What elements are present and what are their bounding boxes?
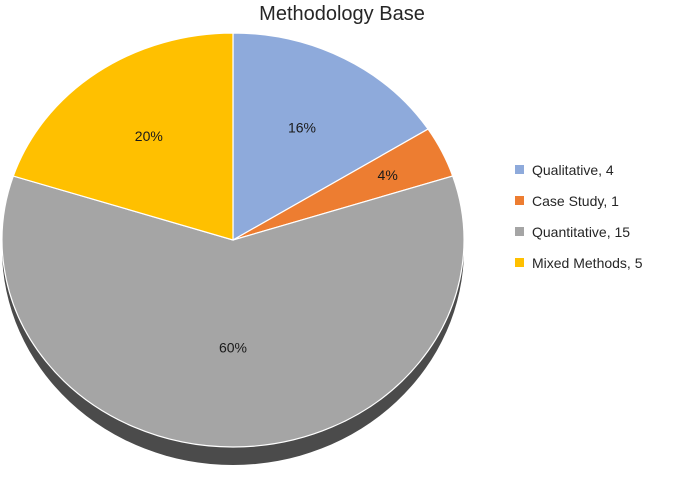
legend-label-quantitative: Quantitative, 15 bbox=[532, 224, 630, 240]
chart-title: Methodology Base bbox=[259, 3, 425, 25]
legend-label-qualitative: Qualitative, 4 bbox=[532, 162, 614, 178]
pie-slices bbox=[1, 32, 465, 448]
pie-slice-quantitative bbox=[1, 175, 465, 448]
legend-swatch-mixed-methods bbox=[515, 258, 524, 267]
legend-swatch-quantitative bbox=[515, 227, 524, 236]
data-label-qualitative: 16% bbox=[288, 120, 316, 136]
legend: Qualitative, 4 Case Study, 1 Quantitative,… bbox=[515, 162, 643, 271]
pie-slice-qualitative bbox=[232, 32, 429, 242]
legend-label-case-study: Case Study, 1 bbox=[532, 193, 619, 209]
legend-swatch-case-study bbox=[515, 196, 524, 205]
pie-slice-mixed-methods bbox=[12, 32, 234, 241]
data-label-mixed-methods: 20% bbox=[135, 128, 163, 144]
pie-percent-labels: 16% 4% 60% 20% bbox=[135, 120, 398, 356]
legend-swatch-qualitative bbox=[515, 165, 524, 174]
legend-label-mixed-methods: Mixed Methods, 5 bbox=[532, 255, 643, 271]
data-label-quantitative: 60% bbox=[219, 340, 247, 356]
data-label-case-study: 4% bbox=[378, 167, 398, 183]
